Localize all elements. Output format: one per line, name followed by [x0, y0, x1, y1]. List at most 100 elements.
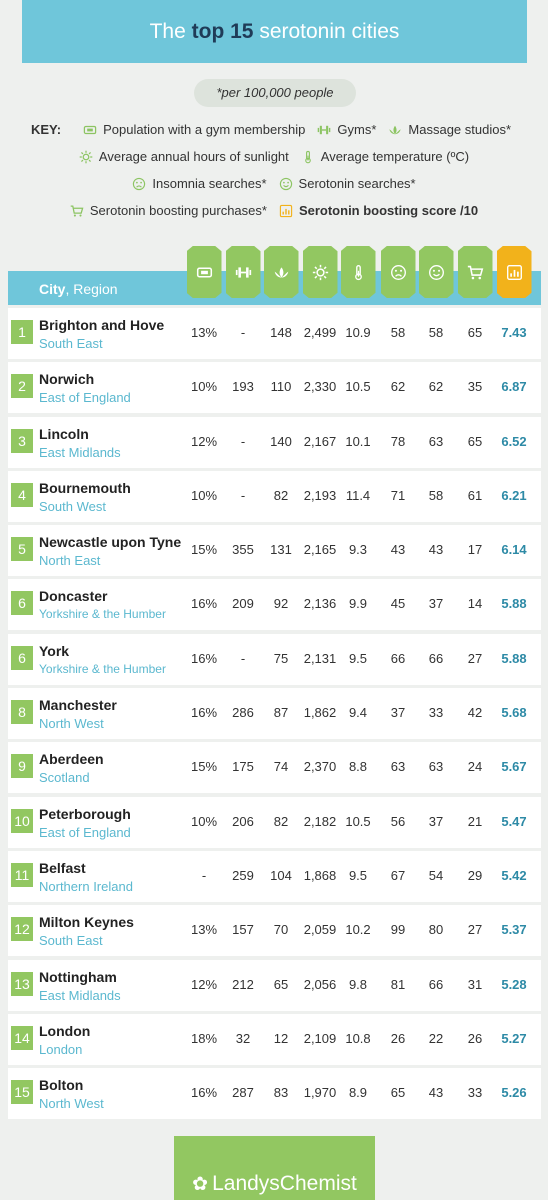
key-item-label: Massage studios* — [408, 122, 512, 137]
key-label: KEY: — [30, 122, 62, 137]
key-item: Insomnia searches* — [132, 176, 267, 191]
region-name: South East — [39, 336, 103, 351]
table-cell: 8.8 — [348, 759, 368, 775]
city-name: Manchester — [39, 697, 117, 714]
table-cell: 1,970 — [303, 1085, 337, 1101]
city-name: Doncaster — [39, 588, 108, 605]
score-cell: 5.28 — [501, 976, 527, 992]
sun-icon — [302, 246, 338, 298]
table-cell: 21 — [467, 813, 483, 829]
table-cell: 92 — [273, 596, 289, 612]
score-cell: 5.88 — [501, 650, 527, 666]
table-cell: 54 — [428, 867, 444, 883]
region-name: East Midlands — [39, 444, 121, 460]
table-cell: 9.3 — [348, 542, 368, 558]
region-name: East Midlands — [39, 987, 121, 1003]
table-cell: 65 — [390, 1085, 406, 1101]
table-cell: 157 — [232, 922, 254, 938]
score-cell: 5.42 — [501, 867, 527, 883]
score-cell: 6.14 — [501, 542, 527, 558]
table-cell: 33 — [428, 705, 444, 721]
table-cell: 66 — [390, 650, 406, 666]
table-cell: 15% — [190, 542, 218, 558]
score-cell: 5.67 — [501, 759, 527, 775]
table-row: 10 Peterborough East of England 10% 206 82 2,1… — [8, 796, 541, 848]
table-cell: 67 — [390, 867, 406, 883]
table-cell: 10.9 — [345, 325, 371, 340]
table-cell: 24 — [467, 759, 483, 775]
title-banner: The top 15 serotonin cities — [22, 0, 527, 63]
table-cell: 12 — [273, 1030, 289, 1046]
table-cell: 16% — [190, 596, 218, 612]
key-item: Average annual hours of sunlight — [79, 149, 289, 164]
cart-icon — [457, 246, 493, 298]
table-cell: 58 — [390, 325, 406, 340]
rank-badge: 3 — [11, 428, 33, 453]
table-row: 6 York Yorkshire & the Humber 16% - 75 2,131 9.… — [8, 633, 541, 685]
key-item: Massage studios* — [388, 122, 511, 137]
sad-face-icon — [132, 177, 146, 190]
lotus-icon — [263, 246, 299, 298]
table-cell: 140 — [270, 433, 292, 449]
city-name: Milton Keynes — [39, 914, 134, 931]
table-cell: 43 — [390, 542, 406, 558]
rank-badge: 2 — [11, 374, 33, 399]
rank-badge: 6 — [11, 645, 33, 670]
key-item: Gyms* — [317, 122, 376, 137]
table-cell: 29 — [467, 867, 483, 883]
table-cell: 87 — [273, 705, 289, 721]
table-cell: 2,370 — [303, 759, 337, 775]
table-cell: 12% — [190, 433, 218, 449]
region-name: East of England — [39, 390, 131, 406]
score-cell: 5.68 — [501, 705, 527, 721]
table-cell: 63 — [428, 759, 444, 775]
score-cell: 5.47 — [501, 813, 527, 829]
table-cell: 13% — [190, 325, 218, 340]
region-name: Northern Ireland — [39, 878, 133, 894]
table-cell: 37 — [428, 813, 444, 829]
table-cell: - — [240, 650, 246, 666]
table-cell: 27 — [467, 650, 483, 666]
table-cell: 82 — [273, 487, 289, 503]
table-cell: 15% — [190, 759, 218, 775]
table-cell: 287 — [232, 1085, 254, 1101]
table-cell: 16% — [190, 650, 218, 666]
table-cell: 43 — [428, 1085, 444, 1101]
title-post: serotonin cities — [253, 20, 400, 43]
cart-icon — [70, 204, 84, 217]
key-item: Serotonin searches* — [279, 176, 416, 191]
table-cell: 70 — [273, 922, 289, 938]
score-cell: 6.21 — [501, 487, 527, 503]
sad-face-icon — [380, 246, 416, 298]
sun-icon — [79, 150, 93, 163]
table-cell: 37 — [390, 705, 406, 721]
key-item-label: Serotonin boosting score /10 — [298, 203, 479, 218]
table-cell: 65 — [467, 325, 483, 340]
city-name: Bolton — [39, 1077, 84, 1094]
table-cell: 71 — [390, 487, 406, 503]
city-name: Belfast — [39, 859, 86, 876]
table-cell: 27 — [467, 922, 483, 938]
key-item-label: Population with a gym membership — [103, 122, 306, 137]
table-cell: - — [240, 487, 246, 503]
table-cell: 42 — [467, 705, 483, 721]
score-icon — [496, 246, 532, 298]
table-cell: 175 — [232, 759, 254, 775]
table-cell: 35 — [467, 379, 483, 395]
table-cell: 66 — [428, 976, 444, 992]
table-cell: 16% — [190, 1085, 218, 1101]
table-cell: 78 — [390, 433, 406, 449]
table-cell: 2,182 — [303, 813, 337, 829]
table-cell: 63 — [428, 433, 444, 449]
key-item: Average temperature (ºC) — [301, 149, 469, 164]
dumbbell-icon — [225, 246, 261, 298]
rank-badge: 6 — [11, 591, 33, 616]
rank-badge: 13 — [11, 971, 33, 996]
region-name: East of England — [39, 824, 131, 840]
table-cell: 65 — [273, 976, 289, 992]
table-cell: 63 — [390, 759, 406, 775]
thermometer-icon — [340, 246, 376, 298]
table-cell: 99 — [390, 922, 406, 938]
table-cell: 10% — [190, 379, 218, 395]
region-name: North West — [39, 1096, 104, 1112]
